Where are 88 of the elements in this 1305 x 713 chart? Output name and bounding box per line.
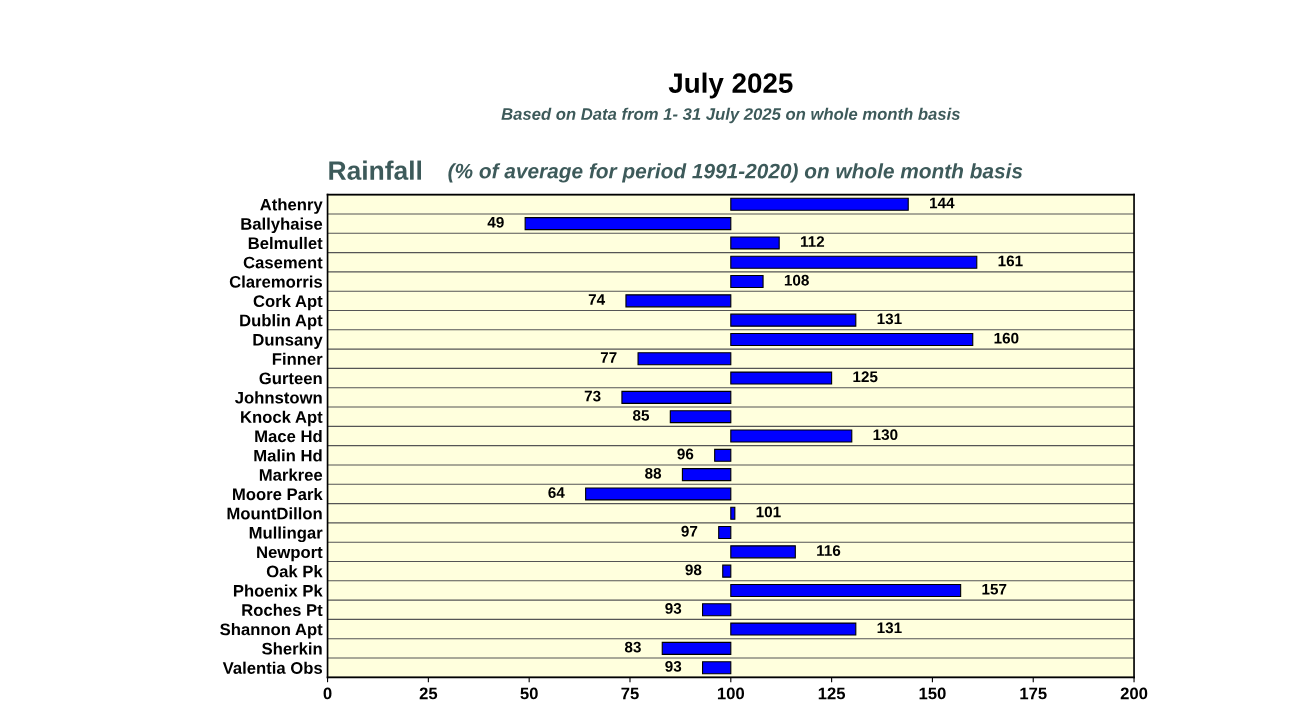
data-label: 96 bbox=[677, 448, 694, 460]
bar bbox=[661, 641, 732, 655]
bar bbox=[524, 217, 732, 231]
data-label: 77 bbox=[600, 352, 617, 363]
y-tick-label: Belmullet bbox=[248, 236, 323, 250]
bar bbox=[730, 545, 796, 559]
text: (% of average for period 1991-2020) on whole month basis bbox=[448, 163, 1023, 183]
data-label: 49 bbox=[487, 216, 504, 228]
y-tick-label: Dunsany bbox=[253, 334, 323, 349]
y-tick-label: Phoenix Pk bbox=[233, 584, 323, 597]
data-label: 83 bbox=[624, 641, 641, 653]
y-tick-label: MountDillon bbox=[227, 507, 322, 520]
x-tick-label: 150 bbox=[919, 687, 946, 700]
data-label: 64 bbox=[548, 487, 565, 499]
y-tick-label: Sherkin bbox=[262, 642, 322, 655]
bar bbox=[702, 661, 732, 675]
data-label: 160 bbox=[994, 332, 1019, 344]
x-tick-label: 25 bbox=[419, 687, 438, 700]
y-tick-label: Roches Pt bbox=[242, 603, 323, 616]
data-label: 74 bbox=[588, 294, 606, 305]
bar bbox=[730, 371, 833, 385]
x-tick-label: 75 bbox=[621, 687, 639, 700]
y-tick-label: Finner bbox=[272, 352, 323, 365]
data-label: 101 bbox=[756, 506, 781, 518]
y-tick-label: Athenry bbox=[260, 198, 323, 214]
bar bbox=[681, 468, 732, 482]
chart-title: July 2025 bbox=[668, 72, 793, 99]
bar bbox=[625, 294, 732, 308]
bar bbox=[730, 429, 853, 443]
data-label: 116 bbox=[817, 545, 841, 556]
chart-subtitle: Based on Data from 1- 31 July 2025 on whole month basis bbox=[501, 107, 960, 124]
data-label: 85 bbox=[632, 409, 650, 421]
y-tick-label: Ballyhaise bbox=[241, 217, 323, 234]
y-tick-label: Shannon Apt bbox=[220, 623, 323, 639]
x-tick-label: 125 bbox=[818, 687, 846, 700]
data-label: 93 bbox=[665, 660, 682, 672]
bar bbox=[730, 274, 764, 289]
bar bbox=[730, 255, 978, 269]
y-tick-label: Knock Apt bbox=[241, 410, 323, 427]
bar bbox=[730, 506, 736, 520]
data-label: 130 bbox=[873, 429, 898, 441]
x-tick-label: 50 bbox=[520, 687, 538, 700]
bar bbox=[714, 448, 732, 462]
y-tick-label: Valentia Obs bbox=[222, 661, 323, 674]
y-tick-label: Newport bbox=[257, 546, 323, 562]
y-tick-label: Mullingar bbox=[249, 526, 323, 543]
x-tick-label: 200 bbox=[1120, 687, 1148, 700]
bar bbox=[702, 603, 732, 617]
data-label: 97 bbox=[681, 525, 698, 537]
y-tick-label: Moore Park bbox=[233, 487, 323, 501]
bar bbox=[730, 622, 857, 636]
data-label: 108 bbox=[784, 274, 809, 286]
data-label: 93 bbox=[665, 603, 682, 614]
bar bbox=[585, 487, 732, 501]
data-label: 112 bbox=[800, 236, 825, 247]
y-tick-label: Dublin Apt bbox=[240, 314, 323, 330]
text: Rainfall bbox=[329, 160, 421, 180]
data-label: 88 bbox=[645, 467, 662, 479]
x-tick-label: 175 bbox=[1020, 687, 1047, 700]
bar bbox=[730, 583, 962, 598]
bar bbox=[730, 332, 974, 346]
data-label: 73 bbox=[584, 390, 601, 402]
y-tick-label: Casement bbox=[243, 256, 323, 269]
bar bbox=[722, 564, 732, 578]
bar bbox=[730, 197, 909, 211]
y-tick-label: Markree bbox=[259, 468, 323, 481]
x-tick-label: 100 bbox=[717, 687, 745, 700]
bar bbox=[669, 410, 732, 424]
x-tick-label: 0 bbox=[323, 687, 332, 700]
bar bbox=[730, 313, 857, 327]
y-tick-label: Oak Pk bbox=[266, 565, 323, 578]
y-tick-label: Mace Hd bbox=[255, 429, 322, 443]
y-tick-label: Claremorris bbox=[229, 275, 323, 288]
bar bbox=[718, 525, 732, 540]
bar bbox=[637, 352, 732, 366]
data-label: 157 bbox=[982, 583, 1007, 595]
bar bbox=[730, 236, 780, 250]
y-tick-label: Cork Apt bbox=[253, 294, 323, 311]
data-label: 98 bbox=[685, 564, 702, 576]
y-tick-label: Gurteen bbox=[259, 372, 322, 385]
bar bbox=[621, 390, 732, 404]
y-tick-label: Malin Hd bbox=[254, 449, 322, 462]
data-label: 131 bbox=[877, 622, 902, 634]
data-label: 161 bbox=[998, 255, 1023, 267]
data-label: 144 bbox=[930, 197, 955, 209]
data-label: 131 bbox=[877, 313, 902, 325]
data-label: 125 bbox=[853, 371, 878, 383]
y-tick-label: Johnstown bbox=[235, 391, 322, 404]
